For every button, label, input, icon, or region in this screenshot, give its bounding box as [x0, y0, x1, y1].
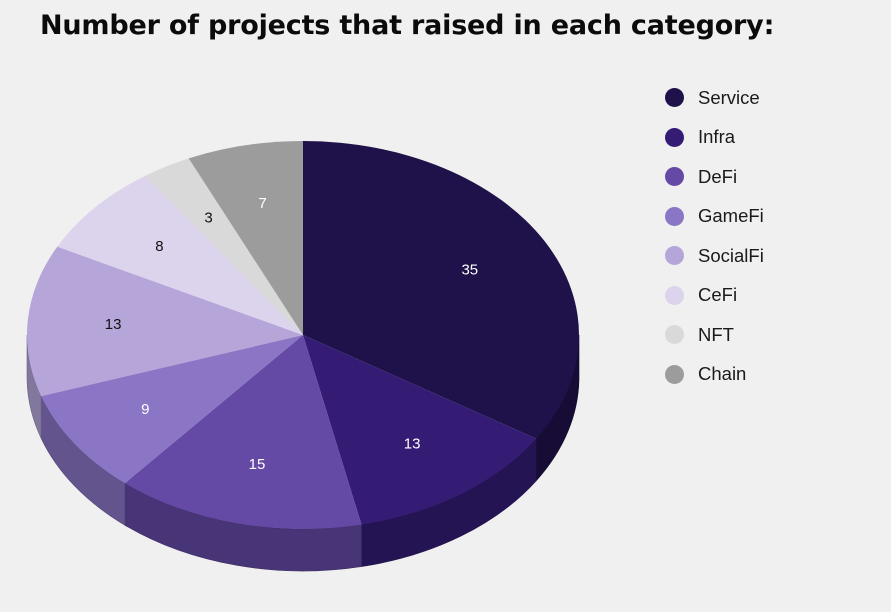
data-label-gamefi: 9 [141, 401, 149, 418]
legend-item-service: Service [665, 78, 764, 118]
legend-item-chain: Chain [665, 355, 764, 395]
pie-slice-chain [188, 141, 303, 335]
pie-slice-infra [303, 335, 537, 525]
legend-label: SocialFi [698, 244, 764, 266]
legend-swatch [665, 325, 684, 345]
legend-label: GameFi [698, 205, 764, 227]
pie-slice-nft [144, 158, 303, 335]
pie-data-labels: 35 13 15 9 13 8 3 7 [105, 195, 478, 473]
legend-label: Chain [698, 363, 747, 385]
pie-slices [26, 141, 579, 529]
legend-swatch [665, 88, 684, 108]
legend-item-infra: Infra [665, 118, 764, 158]
legend-swatch [665, 364, 684, 384]
chart-title: Number of projects that raised in each c… [40, 10, 775, 41]
legend-item-socialfi: SocialFi [665, 236, 764, 276]
data-label-socialfi: 13 [105, 316, 122, 333]
legend-label: Infra [698, 126, 736, 148]
legend-swatch [665, 285, 684, 305]
legend-swatch [665, 127, 684, 147]
pie-slice-cefi [57, 175, 303, 335]
legend-item-defi: DeFi [665, 157, 764, 197]
legend-label: CeFi [698, 284, 738, 306]
legend-label: Service [698, 86, 760, 108]
legend-swatch [665, 206, 684, 226]
legend-label: DeFi [698, 165, 738, 187]
legend-swatch [665, 246, 684, 266]
legend: Service Infra DeFi GameFi SocialFi CeFi NFT Cha… [665, 78, 764, 394]
data-label-nft: 3 [204, 210, 212, 227]
legend-label: NFT [698, 323, 734, 345]
legend-swatch [665, 167, 684, 187]
data-label-cefi: 8 [155, 238, 163, 255]
data-label-defi: 15 [249, 456, 266, 473]
pie-slice-service [303, 141, 579, 439]
data-label-infra: 13 [404, 436, 421, 453]
legend-item-gamefi: GameFi [665, 197, 764, 237]
data-label-chain: 7 [258, 195, 266, 212]
legend-item-nft: NFT [665, 315, 764, 355]
data-label-service: 35 [461, 261, 478, 278]
pie-slice-gamefi [41, 335, 303, 484]
pie-slice-socialfi [26, 246, 303, 397]
legend-item-cefi: CeFi [665, 276, 764, 316]
pie-slice-defi [124, 335, 362, 529]
